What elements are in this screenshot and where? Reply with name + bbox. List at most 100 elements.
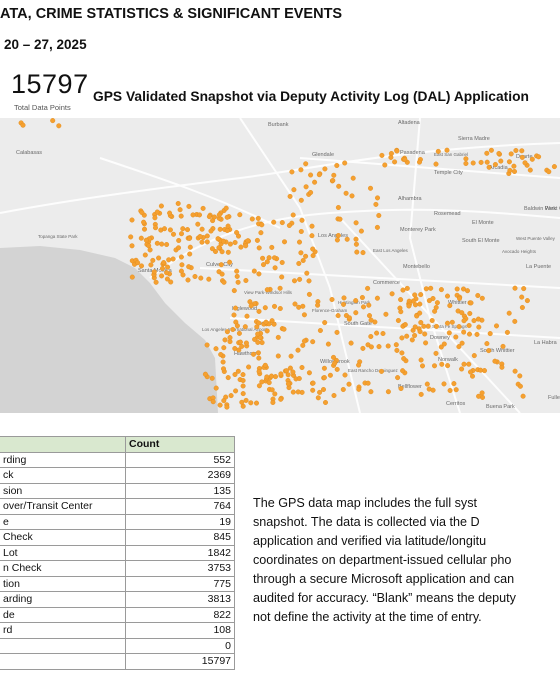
activity-dot xyxy=(262,305,268,311)
map-label: Cerritos xyxy=(446,401,466,407)
activity-dot xyxy=(234,229,240,235)
activity-dot xyxy=(255,215,261,221)
activity-dot xyxy=(365,380,371,386)
activity-dot xyxy=(511,163,517,169)
row-activity-label: ck xyxy=(0,467,126,484)
activity-dot xyxy=(401,356,407,362)
activity-dot xyxy=(295,347,301,353)
activity-dot xyxy=(517,373,523,379)
activity-dot xyxy=(468,369,474,375)
activity-dot xyxy=(216,212,222,218)
activity-dot xyxy=(279,259,285,265)
activity-dot xyxy=(154,209,160,215)
activity-dot xyxy=(221,345,227,351)
activity-dot xyxy=(432,308,438,314)
activity-dot xyxy=(520,393,526,399)
activity-dot xyxy=(165,264,171,270)
activity-dot xyxy=(204,233,210,239)
activity-dot xyxy=(290,389,296,395)
note-line: not define the activity at the time of e… xyxy=(253,610,482,624)
activity-dot xyxy=(331,172,337,178)
table-row: 15797 xyxy=(0,653,235,670)
activity-dot xyxy=(394,347,400,353)
activity-dot xyxy=(266,380,272,386)
activity-dot xyxy=(150,257,156,263)
activity-dot xyxy=(245,238,251,244)
activity-dot xyxy=(218,262,224,268)
activity-dot xyxy=(199,239,205,245)
activity-dot xyxy=(434,323,440,329)
activity-dot xyxy=(186,264,192,270)
activity-dot xyxy=(178,254,184,260)
activity-dot xyxy=(299,217,305,223)
activity-dot xyxy=(398,386,404,392)
activity-dot xyxy=(316,172,322,178)
activity-dot xyxy=(300,342,306,348)
activity-dot xyxy=(306,278,312,284)
activity-dot xyxy=(56,123,62,129)
activity-dot xyxy=(467,310,473,316)
activity-dot xyxy=(271,219,277,225)
activity-dot xyxy=(420,363,426,369)
map-label: Avocado Heights xyxy=(502,249,537,254)
activity-dot xyxy=(303,253,309,259)
activity-dot xyxy=(360,250,366,256)
map-label: Topanga State Park xyxy=(38,234,78,239)
activity-dot xyxy=(170,256,176,262)
activity-dot xyxy=(519,304,525,310)
activity-dot xyxy=(215,236,221,242)
activity-dot xyxy=(220,366,226,372)
activity-dot xyxy=(135,260,141,266)
activity-dot xyxy=(398,297,404,303)
activity-dot xyxy=(300,257,306,263)
activity-dot xyxy=(412,292,418,298)
activity-dot xyxy=(204,342,210,348)
activity-dot xyxy=(148,262,154,268)
activity-dot xyxy=(264,259,270,265)
activity-dot xyxy=(295,389,301,395)
activity-dot xyxy=(317,327,323,333)
activity-dot xyxy=(208,228,214,234)
activity-dot xyxy=(141,219,147,225)
map-label: East San Gabriel xyxy=(434,152,468,157)
activity-dot xyxy=(388,154,394,160)
activity-dot xyxy=(301,338,307,344)
activity-dot xyxy=(187,251,193,257)
table-row: Check 845 xyxy=(0,529,235,546)
activity-dot xyxy=(301,312,307,318)
activity-dot xyxy=(220,238,226,244)
activity-dot xyxy=(300,303,306,309)
activity-dot xyxy=(281,326,287,332)
activity-dot xyxy=(438,287,444,293)
activity-dot xyxy=(310,246,316,252)
activity-dot xyxy=(356,362,362,368)
activity-dot xyxy=(273,374,279,380)
activity-dot xyxy=(288,353,294,359)
activity-dot xyxy=(225,223,231,229)
gps-map[interactable]: Burbank Altadena Sierra Madre Calabasas Glen… xyxy=(0,118,560,413)
activity-dot xyxy=(235,279,241,285)
activity-dot xyxy=(254,237,260,243)
activity-dot xyxy=(304,270,310,276)
activity-dot xyxy=(467,331,473,337)
activity-dot xyxy=(335,232,341,238)
row-count-value: 3753 xyxy=(125,560,235,577)
activity-dot xyxy=(292,301,298,307)
activity-dot xyxy=(290,369,296,375)
activity-dot xyxy=(264,287,270,293)
activity-dot xyxy=(380,330,386,336)
activity-dot xyxy=(334,366,340,372)
table-row: rding 552 xyxy=(0,451,235,468)
activity-dot xyxy=(237,212,243,218)
activity-dot xyxy=(341,295,347,301)
row-activity-label: rd xyxy=(0,622,126,639)
activity-dot xyxy=(373,201,379,207)
activity-dot xyxy=(322,320,328,326)
row-count-value: 845 xyxy=(125,529,235,546)
activity-dot xyxy=(519,154,525,160)
activity-dot xyxy=(385,389,391,395)
activity-dot xyxy=(342,160,348,166)
activity-dot xyxy=(529,156,535,162)
row-count-value: 15797 xyxy=(125,653,235,670)
activity-dot xyxy=(50,118,56,124)
